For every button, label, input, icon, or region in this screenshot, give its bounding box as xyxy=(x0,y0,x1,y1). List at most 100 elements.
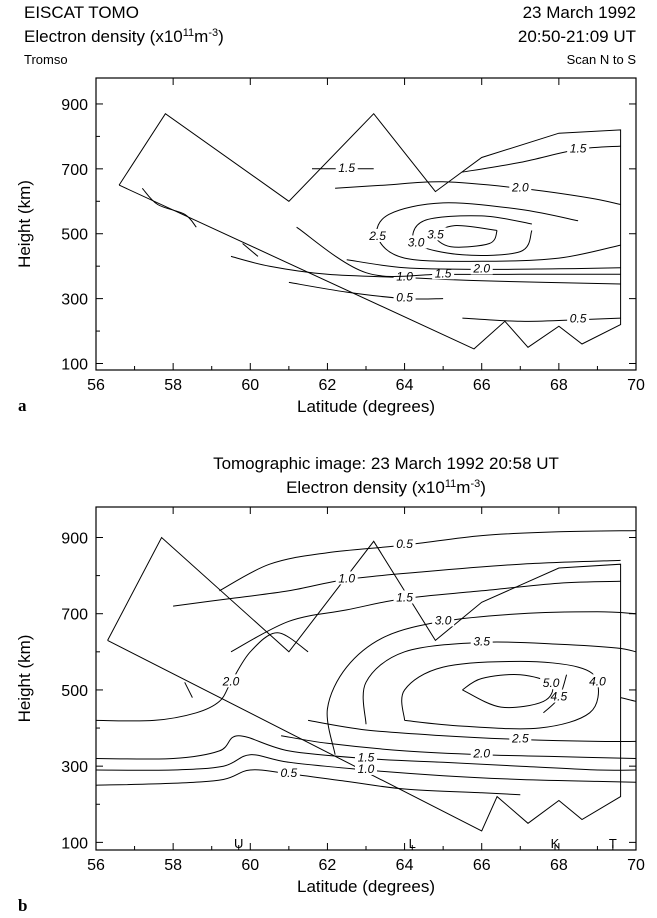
y-axis-label: Height (km) xyxy=(15,635,34,723)
contour-label-bg xyxy=(509,731,532,745)
contour-label-bg xyxy=(432,613,455,627)
contour-label-bg xyxy=(540,676,563,690)
y-tick-label: 900 xyxy=(61,530,88,547)
y-tick-label: 500 xyxy=(61,227,88,244)
contour-line xyxy=(288,281,444,300)
x-tick-label: 62 xyxy=(319,857,337,874)
contour-label-bg xyxy=(405,235,428,249)
y-tick-label: 700 xyxy=(61,607,88,624)
x-axis-label: Latitude (degrees) xyxy=(297,877,435,896)
contour-label-bg xyxy=(424,227,447,241)
panel-a-quantity: Electron density (x1011m-3) xyxy=(24,27,224,46)
contour-label: 1.0 xyxy=(338,571,355,585)
contour-label-bg xyxy=(509,180,532,194)
x-tick-label: 68 xyxy=(550,857,568,874)
x-tick-label: 64 xyxy=(396,377,414,394)
contour-line xyxy=(219,530,637,592)
contour-line xyxy=(462,145,621,173)
y-tick-label: 100 xyxy=(61,835,88,852)
contour-label: 3.0 xyxy=(435,613,452,627)
contour-label: 5.0 xyxy=(543,676,560,690)
contour-label-bg xyxy=(335,160,358,174)
contour-line xyxy=(326,611,637,755)
contour-label: 4.5 xyxy=(551,690,568,704)
contour-label-bg xyxy=(393,590,416,604)
panel-a-scan: Scan N to S xyxy=(567,52,637,67)
panel-a-site: Tromso xyxy=(24,52,68,67)
panel-a-title: EISCAT TOMO xyxy=(24,3,139,22)
y-tick-label: 100 xyxy=(61,357,88,374)
y-tick-label: 700 xyxy=(61,162,88,179)
panel-b-quantity: Electron density (x1011m-3) xyxy=(286,478,486,497)
contour-label: 1.5 xyxy=(338,161,355,175)
contour-label: 2.0 xyxy=(222,674,240,688)
y-tick-label: 900 xyxy=(61,97,88,114)
contour-line xyxy=(95,735,637,771)
contour-line xyxy=(95,769,521,796)
contour-label-bg xyxy=(393,290,416,304)
contour-label-bg xyxy=(355,750,377,764)
contour-label-bg xyxy=(586,674,609,688)
x-tick-label: 56 xyxy=(87,857,105,874)
contour-label: 1.5 xyxy=(570,141,587,155)
contour-label: 4.0 xyxy=(589,674,606,688)
contour-label-bg xyxy=(335,571,358,585)
contour-label-bg xyxy=(547,689,570,703)
contour-label: 2.5 xyxy=(511,731,529,745)
contour-label: 3.0 xyxy=(408,235,425,249)
contour-line xyxy=(281,735,637,759)
contour-line xyxy=(95,754,637,783)
contour-line xyxy=(230,255,621,285)
panel-a-date: 23 March 1992 xyxy=(523,3,636,22)
contour-label: 1.5 xyxy=(396,590,413,604)
panel-a-time: 20:50-21:09 UT xyxy=(518,27,636,46)
x-tick-label: 70 xyxy=(627,857,645,874)
contour-line xyxy=(335,181,621,205)
contour-label-bg xyxy=(470,261,493,275)
x-tick-label: 66 xyxy=(473,857,491,874)
contour-label: 0.5 xyxy=(396,291,413,305)
contour-line xyxy=(184,682,193,698)
station-label: K xyxy=(551,836,560,851)
contour-label: 1.5 xyxy=(435,266,452,280)
contour-label: 3.5 xyxy=(427,227,444,241)
scan-outline xyxy=(118,112,622,350)
contour-line xyxy=(434,225,498,248)
x-tick-label: 56 xyxy=(87,377,105,394)
contour-label-bg xyxy=(277,765,300,779)
contour-label-bg xyxy=(470,634,493,648)
x-tick-label: 62 xyxy=(319,377,337,394)
contour-line xyxy=(95,632,309,722)
x-tick-label: 60 xyxy=(241,857,259,874)
panel-b-title: Tomographic image: 23 March 1992 20:58 U… xyxy=(213,454,559,473)
contour-line xyxy=(308,719,637,743)
contour-label: 2.0 xyxy=(511,180,529,194)
contour-line xyxy=(462,673,554,709)
contour-label-bg xyxy=(470,746,493,760)
contour-label: 0.5 xyxy=(570,312,587,326)
contour-label: 2.0 xyxy=(472,261,490,275)
contour-label-bg xyxy=(366,228,389,242)
contour-line xyxy=(462,317,621,322)
contour-label-bg xyxy=(567,141,590,155)
chart-b: 56 58 60 62 64 66 68 70 100 300 500 700 900 Latitude … xyxy=(15,506,645,896)
contour-line xyxy=(401,660,599,730)
x-tick-label: 60 xyxy=(241,377,259,394)
station-label: L xyxy=(409,836,416,851)
x-tick-label: 64 xyxy=(396,857,414,874)
contour-line xyxy=(141,187,197,228)
contour-label-bg xyxy=(220,674,242,688)
y-tick-label: 500 xyxy=(61,683,88,700)
y-tick-label: 300 xyxy=(61,292,88,309)
contour-label: 1.5 xyxy=(358,751,375,765)
contour-label: 1.0 xyxy=(358,762,375,776)
contour-line xyxy=(230,580,621,653)
x-tick-label: 58 xyxy=(164,377,182,394)
y-tick-label: 300 xyxy=(61,759,88,776)
x-axis-label: Latitude (degrees) xyxy=(297,397,435,416)
contour-label: 0.5 xyxy=(396,537,413,551)
contour-label: 2.0 xyxy=(472,747,490,761)
contour-label: 3.5 xyxy=(473,634,490,648)
panel-a-header: EISCAT TOMO Electron density (x1011m-3) … xyxy=(24,3,636,67)
contour-label-bg xyxy=(567,311,590,325)
